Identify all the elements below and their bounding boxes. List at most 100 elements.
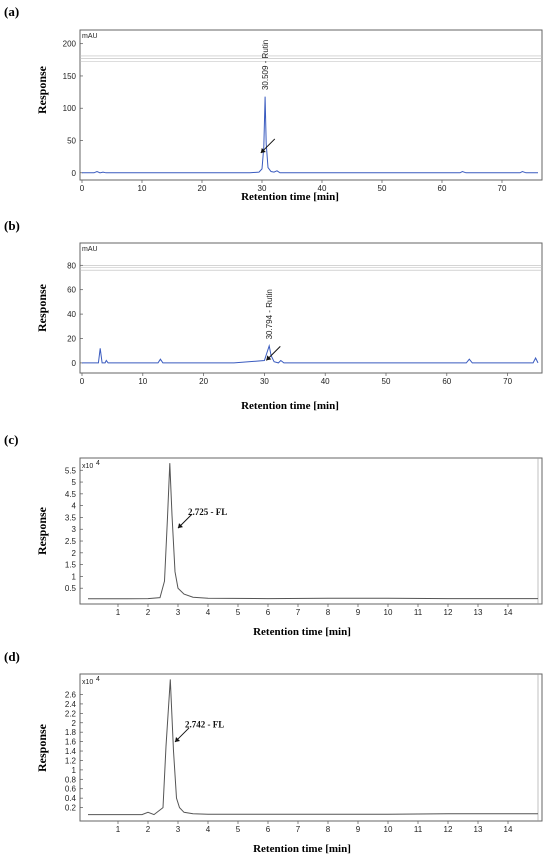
x-tick-label: 6 [266,825,271,834]
x-tick-label: 7 [296,608,301,617]
x-tick-label: 20 [198,184,207,193]
y-tick-label: 0.6 [65,785,77,794]
y-tick-label: 2 [72,719,77,728]
y-tick-label: 4.5 [65,490,77,499]
y-tick-label: 150 [63,72,77,81]
x-tick-label: 1 [116,608,121,617]
y-axis-title: Response [35,506,49,555]
y-tick-label: 3.5 [65,513,77,522]
plot-frame [79,457,543,605]
y-tick-label: 1 [72,766,77,775]
peak-label: 2.725 - FL [188,507,227,517]
x-axis-title: Retention time [min] [241,191,339,203]
x-tick-label: 70 [503,377,512,386]
x-tick-label: 14 [504,825,513,834]
chromatogram-trace [88,679,538,816]
y-tick-label: 0.5 [65,584,77,593]
chromatogram-trace [88,463,538,600]
x-tick-label: 8 [326,825,331,834]
peak-label: 30.509 - Rutin [261,40,270,90]
panel-label: (b) [4,218,20,233]
chart-panel: (b) mAU 0 20 40 60 80 0 10 20 30 40 50 60 70 30.794 - R… [4,218,543,412]
x-tick-label: 11 [414,825,423,834]
y-tick-label: 1.2 [65,756,77,765]
x-tick-label: 9 [356,825,361,834]
y-tick-label: 2.5 [65,537,77,546]
y-unit-label: x10 [82,463,93,470]
panel-label: (a) [4,4,19,19]
y-tick-label: 2.2 [65,709,77,718]
x-tick-label: 70 [498,184,507,193]
y-tick-label: 1.8 [65,728,77,737]
plot-frame [79,29,543,181]
chart-panel: (a) mAU 0 50 100 150 200 0 10 20 30 40 50 60 70 30.509 … [4,4,543,203]
x-tick-label: 3 [176,608,181,617]
x-tick-label: 14 [504,608,513,617]
chromatogram-trace [82,343,539,364]
y-axis-title: Response [35,723,49,772]
x-axis-title: Retention time [min] [241,400,339,412]
x-tick-label: 13 [474,825,483,834]
x-tick-label: 40 [318,184,327,193]
y-unit-label: mAU [82,246,98,253]
x-tick-label: 10 [384,825,393,834]
x-tick-label: 4 [206,825,211,834]
x-tick-label: 30 [258,184,267,193]
x-tick-label: 8 [326,608,331,617]
y-tick-label: 0 [72,169,77,178]
x-tick-label: 0 [80,377,85,386]
peak-label: 2.742 - FL [185,719,224,729]
x-axis-title: Retention time [min] [253,843,351,854]
y-tick-label: 60 [67,286,76,295]
y-tick-label: 5.5 [65,466,77,475]
y-tick-label: 2.6 [65,690,77,699]
x-tick-label: 50 [382,377,391,386]
y-tick-label: 1.5 [65,561,77,570]
x-tick-label: 20 [199,377,208,386]
panel-label: (d) [4,649,20,664]
y-unit-exponent: 4 [96,460,100,467]
x-tick-label: 12 [444,825,453,834]
y-tick-label: 2 [72,549,77,558]
y-unit-label: mAU [82,33,98,40]
x-tick-label: 4 [206,608,211,617]
y-tick-label: 100 [63,104,77,113]
y-tick-label: 50 [67,137,76,146]
peak-arrow-head [260,147,266,153]
x-tick-label: 3 [176,825,181,834]
y-tick-label: 0 [72,359,77,368]
x-tick-label: 6 [266,608,271,617]
x-tick-label: 1 [116,825,121,834]
y-unit-exponent: 4 [96,676,100,683]
plot-frame [79,673,543,822]
x-tick-label: 5 [236,608,241,617]
y-tick-label: 1.4 [65,747,77,756]
y-tick-label: 0.8 [65,775,77,784]
y-tick-label: 1.6 [65,738,77,747]
x-tick-label: 60 [442,377,451,386]
y-tick-label: 0.2 [65,804,77,813]
x-tick-label: 30 [260,377,269,386]
y-tick-label: 40 [67,310,76,319]
x-tick-label: 11 [414,608,423,617]
y-tick-label: 2.4 [65,700,77,709]
y-tick-label: 80 [67,261,76,270]
y-tick-label: 20 [67,335,76,344]
y-axis-title: Response [35,283,49,332]
x-tick-label: 12 [444,608,453,617]
y-tick-label: 3 [72,525,77,534]
peak-arrow-head [178,523,183,529]
x-tick-label: 40 [321,377,330,386]
x-tick-label: 10 [384,608,393,617]
peak-label: 30.794 - Rutin [265,289,274,339]
x-tick-label: 2 [146,608,151,617]
x-axis-title: Retention time [min] [253,626,351,638]
x-tick-label: 5 [236,825,241,834]
x-tick-label: 50 [378,184,387,193]
x-tick-label: 7 [296,825,301,834]
y-tick-label: 1 [72,572,77,581]
y-tick-label: 200 [63,40,77,49]
panel-label: (c) [4,432,18,447]
y-tick-label: 0.4 [65,794,77,803]
